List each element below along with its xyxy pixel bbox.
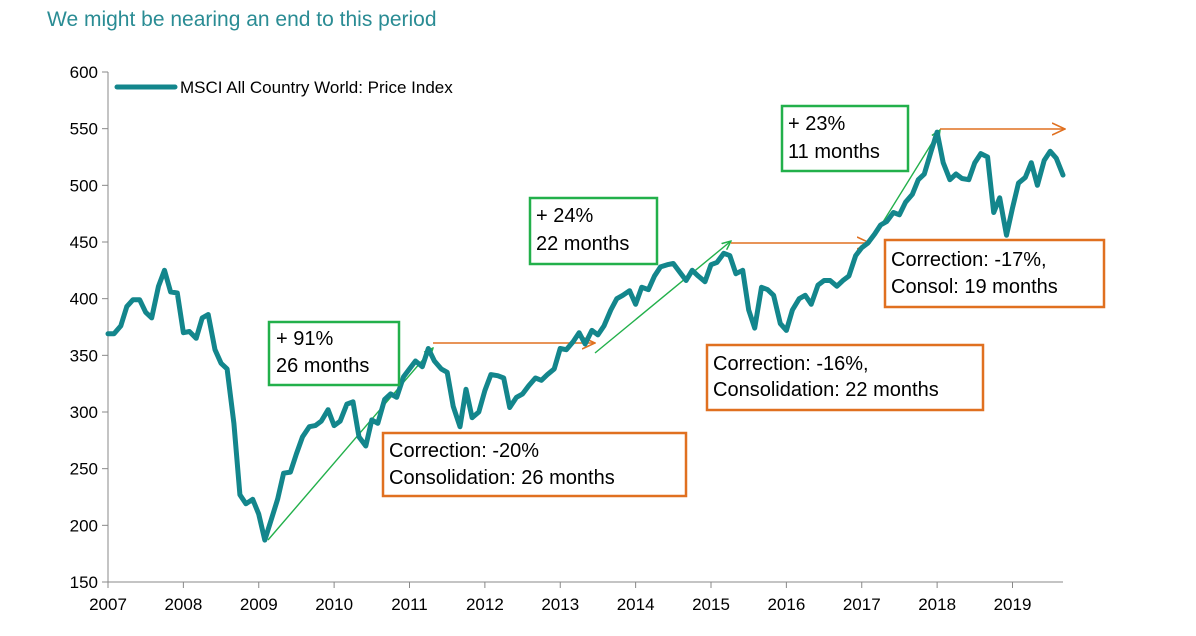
rally-arrow-2009: [267, 348, 433, 541]
legend-label: MSCI All Country World: Price Index: [180, 78, 453, 97]
y-tick-label: 450: [70, 233, 98, 252]
correction-box-2015-line2: Consolidation: 22 months: [713, 379, 939, 401]
chart-title: We might be nearing an end to this perio…: [47, 8, 437, 31]
annotation-boxes: + 91% 26 months + 24% 22 months + 23% 11…: [267, 104, 1106, 498]
correction-box-2011-line1: Correction: -20%: [389, 440, 539, 462]
x-tick-label: 2013: [541, 595, 579, 614]
y-ticks: 150 200 250 300 350 400 450 500 550 600: [70, 63, 108, 592]
x-tick-label: 2008: [164, 595, 202, 614]
correction-box-2011-line2: Consolidation: 26 months: [389, 467, 615, 489]
correction-box-2011: Correction: -20% Consolidation: 26 month…: [381, 431, 688, 498]
correction-box-2018-line2: Consol: 19 months: [891, 276, 1058, 298]
rally-box-2017: + 23% 11 months: [780, 104, 910, 173]
y-tick-label: 250: [70, 460, 98, 479]
y-tick-label: 500: [70, 176, 98, 195]
y-tick-label: 150: [70, 573, 98, 592]
axes: [107, 72, 1063, 583]
x-tick-label: 2014: [617, 595, 655, 614]
x-ticks: 2007 2008 2009 2010 2011 2012 2013 2014 2015 2016…: [89, 582, 1031, 614]
rally-box-2017-line2: 11 months: [788, 141, 880, 163]
y-tick-label: 550: [70, 120, 98, 139]
rally-box-2009-line1: + 91%: [276, 328, 333, 350]
correction-box-2018: Correction: -17%, Consol: 19 months: [883, 238, 1106, 309]
msci-price-line: [105, 129, 1066, 543]
y-tick-label: 200: [70, 516, 98, 535]
rally-box-2013-line1: + 24%: [536, 205, 593, 227]
x-tick-label: 2007: [89, 595, 127, 614]
rally-arrow-2013: [594, 241, 731, 354]
rally-box-2017-line1: + 23%: [788, 113, 845, 135]
x-tick-label: 2017: [843, 595, 881, 614]
y-tick-label: 350: [70, 346, 98, 365]
rally-box-2013-line2: 22 months: [536, 233, 629, 255]
rally-box-2013: + 24% 22 months: [528, 196, 659, 266]
rally-box-2009: + 91% 26 months: [267, 320, 401, 387]
x-tick-label: 2019: [994, 595, 1032, 614]
x-tick-label: 2009: [240, 595, 278, 614]
x-tick-label: 2015: [692, 595, 730, 614]
x-tick-label: 2018: [918, 595, 956, 614]
y-tick-label: 400: [70, 290, 98, 309]
correction-box-2015-line1: Correction: -16%,: [713, 353, 869, 375]
x-tick-label: 2011: [391, 595, 428, 614]
legend: MSCI All Country World: Price Index: [114, 78, 453, 97]
x-tick-label: 2016: [767, 595, 805, 614]
y-tick-label: 600: [70, 63, 98, 82]
y-tick-label: 300: [70, 403, 98, 422]
rally-box-2009-line2: 26 months: [276, 355, 369, 377]
x-tick-label: 2010: [315, 595, 353, 614]
correction-box-2018-line1: Correction: -17%,: [891, 249, 1047, 271]
correction-box-2015: Correction: -16%, Consolidation: 22 mont…: [705, 343, 985, 412]
x-tick-label: 2012: [466, 595, 504, 614]
